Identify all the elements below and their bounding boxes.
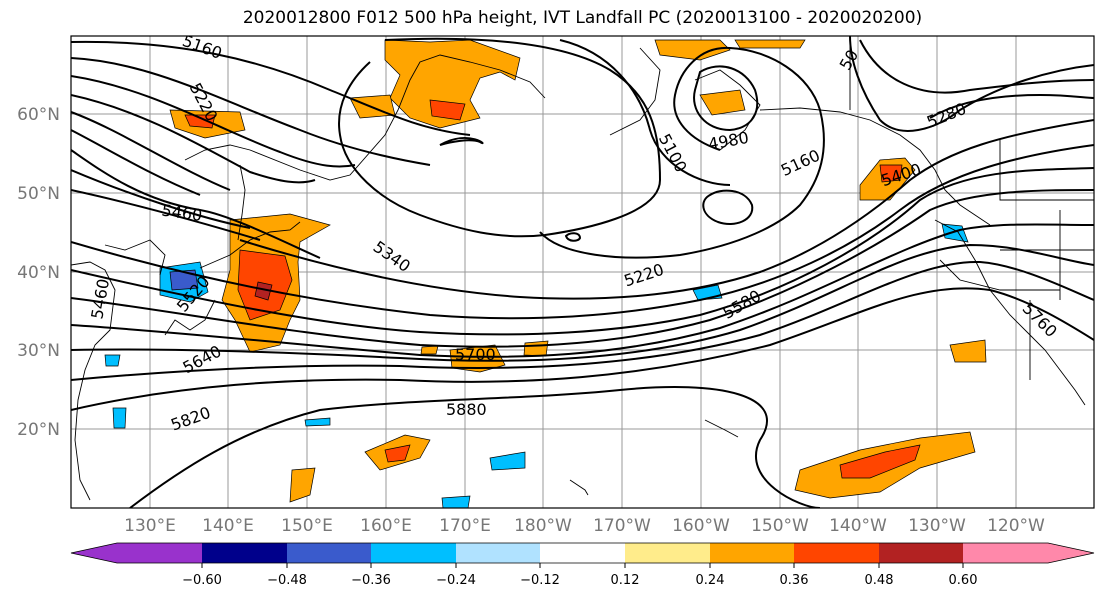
lon-tick: 150°W (751, 516, 809, 536)
colorbar-segment (117, 543, 202, 563)
longitude-labels: 130°E 140°E 150°E 160°E 170°E 180°W 170°… (124, 516, 1045, 536)
height-contours (71, 36, 1094, 508)
colorbar-extend-high (1048, 543, 1094, 563)
lon-tick: 180°W (514, 516, 572, 536)
lat-tick: 40°N (17, 263, 60, 283)
contour-label: 5280 (924, 99, 969, 132)
lon-tick: 140°W (829, 516, 887, 536)
contour-label: 4980 (707, 128, 750, 154)
coastlines (71, 36, 1094, 501)
colorbar-tick-label: 0.36 (780, 573, 809, 588)
contour-label: 5460 (87, 277, 113, 320)
colorbar-tick-label: −0.36 (351, 573, 391, 588)
colorbar-tick-label: 0.48 (865, 573, 894, 588)
lon-tick: 130°E (124, 516, 176, 536)
colorbar-tick-label: 0.12 (611, 573, 640, 588)
colorbar-extend-low (71, 543, 117, 563)
lon-tick: 170°E (439, 516, 491, 536)
colorbar-segment (371, 543, 456, 563)
colorbar-segment (287, 543, 371, 563)
lat-tick: 50°N (17, 184, 60, 204)
contour-label: 5820 (168, 403, 213, 435)
colorbar-tick-label: −0.60 (182, 573, 222, 588)
lon-tick: 140°E (202, 516, 254, 536)
lat-tick: 20°N (17, 420, 60, 440)
colorbar: −0.60 −0.48 −0.36 −0.24 −0.12 0.12 0.24 … (70, 542, 1095, 588)
colorbar-tick-label: 0.60 (949, 573, 978, 588)
contour-label: 5160 (778, 146, 823, 180)
colorbar-segment (456, 543, 540, 563)
map-title: 2020012800 F012 500 hPa height, IVT Land… (242, 8, 923, 28)
contour-label: 5640 (180, 341, 225, 377)
contour-label: 5460 (161, 201, 204, 225)
lon-tick: 160°W (672, 516, 730, 536)
lat-tick: 60°N (17, 105, 60, 125)
lon-tick: 170°W (593, 516, 651, 536)
colorbar-tick-label: −0.48 (267, 573, 307, 588)
ivt-shading (104, 39, 987, 508)
colorbar-tick-label: −0.24 (436, 573, 476, 588)
colorbar-segment (625, 543, 710, 563)
colorbar-tick-label: 0.24 (696, 573, 725, 588)
colorbar-segment (710, 543, 794, 563)
contour-label: 5880 (446, 400, 487, 419)
colorbar-segment (879, 543, 963, 563)
colorbar-tick-label: −0.12 (520, 573, 560, 588)
contour-label: 5220 (622, 260, 667, 291)
contour-label: 5340 (370, 237, 414, 276)
colorbar-segment (540, 543, 625, 563)
colorbar-segment (963, 543, 1048, 563)
lon-tick: 160°E (360, 516, 412, 536)
latitude-labels: 60°N 50°N 40°N 30°N 20°N (17, 105, 60, 440)
lon-tick: 120°W (987, 516, 1045, 536)
map-frame (70, 35, 1095, 509)
contour-label: 5700 (455, 345, 496, 364)
colorbar-segment (794, 543, 879, 563)
contour-label: 5760 (1019, 299, 1061, 341)
contour-label: 5580 (719, 286, 764, 323)
lon-tick: 130°W (908, 516, 966, 536)
lon-tick: 150°E (281, 516, 333, 536)
colorbar-segment (202, 543, 287, 563)
lat-tick: 30°N (17, 341, 60, 361)
